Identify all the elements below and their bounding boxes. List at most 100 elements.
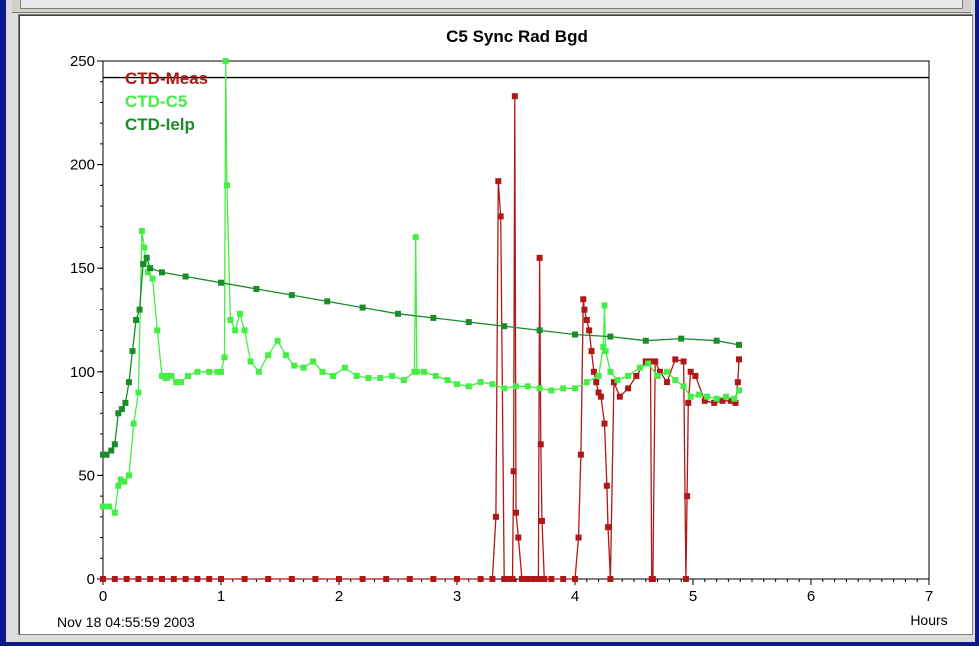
data-point xyxy=(218,279,224,286)
data-point xyxy=(581,306,588,313)
data-point xyxy=(583,317,590,323)
x-tick-label: 6 xyxy=(807,588,815,605)
data-point xyxy=(536,327,543,334)
data-point xyxy=(515,534,522,541)
data-point xyxy=(649,576,656,582)
data-point xyxy=(597,393,604,400)
data-point xyxy=(221,354,228,361)
data-point xyxy=(605,524,612,531)
data-point xyxy=(535,576,542,582)
series-ctd-meas xyxy=(100,93,743,582)
data-point xyxy=(727,397,734,404)
legend-entry: CTD-Ielp xyxy=(125,115,195,134)
data-point xyxy=(432,372,439,379)
data-point xyxy=(664,368,671,375)
data-point xyxy=(253,285,260,292)
data-point xyxy=(684,493,691,500)
data-point xyxy=(108,447,115,454)
data-point xyxy=(184,372,191,379)
top-strip xyxy=(12,0,971,13)
legend-entry: CTD-C5 xyxy=(125,92,187,111)
data-point xyxy=(300,364,307,371)
data-point xyxy=(227,317,234,323)
x-tick-label: 7 xyxy=(925,588,933,605)
data-point xyxy=(430,576,437,582)
data-point xyxy=(454,576,460,582)
data-point xyxy=(123,576,130,582)
data-point xyxy=(194,368,201,375)
data-point xyxy=(265,352,272,359)
data-point xyxy=(130,420,137,427)
data-point xyxy=(489,381,496,388)
data-point xyxy=(140,261,147,268)
start-timestamp: Nov 18 04:55:59 2003 xyxy=(57,614,195,630)
data-point xyxy=(310,358,317,365)
data-point xyxy=(282,352,289,359)
data-point xyxy=(182,576,189,582)
data-point xyxy=(497,213,504,220)
data-point xyxy=(588,348,595,355)
data-point xyxy=(170,576,177,582)
data-point xyxy=(575,534,582,541)
data-point xyxy=(454,381,460,388)
data-point xyxy=(218,368,224,375)
data-point xyxy=(633,372,640,379)
data-point xyxy=(495,178,502,185)
data-point xyxy=(288,576,295,582)
data-point xyxy=(704,393,711,400)
data-point xyxy=(672,377,679,384)
data-point xyxy=(577,451,584,458)
data-point xyxy=(117,476,124,483)
data-point xyxy=(194,576,201,582)
data-point xyxy=(100,503,106,510)
data-point xyxy=(607,576,614,582)
data-point xyxy=(144,269,151,276)
x-tick-label: 1 xyxy=(217,588,225,605)
data-point xyxy=(711,399,718,406)
data-point xyxy=(602,348,609,355)
data-point xyxy=(513,383,519,390)
data-point xyxy=(524,576,531,582)
data-point xyxy=(687,393,694,400)
data-point xyxy=(214,368,221,375)
data-point xyxy=(341,364,348,371)
data-point xyxy=(492,513,499,520)
data-point xyxy=(149,275,156,282)
x-tick-label: 4 xyxy=(571,588,579,605)
data-point xyxy=(100,451,106,458)
chart-panel: C5 Sync Rad Bgd 0 1 2 3 4 5 6 7 0 50 100 150 200 250 … xyxy=(18,14,973,635)
data-point xyxy=(593,379,600,386)
data-point xyxy=(572,576,578,582)
data-point xyxy=(236,310,243,317)
data-point xyxy=(135,576,142,582)
data-point xyxy=(383,576,390,582)
data-point xyxy=(583,379,590,386)
data-point xyxy=(518,576,525,582)
data-point xyxy=(501,576,508,582)
data-point xyxy=(530,576,537,582)
data-point xyxy=(129,348,136,355)
data-point xyxy=(359,576,366,582)
data-point xyxy=(713,337,720,344)
data-point xyxy=(324,298,331,305)
data-point xyxy=(590,368,597,375)
data-point xyxy=(595,372,602,379)
data-point xyxy=(477,576,484,582)
chart-title: C5 Sync Rad Bgd xyxy=(446,27,588,46)
data-point xyxy=(154,327,161,334)
data-point xyxy=(118,406,125,413)
data-point xyxy=(672,356,679,363)
data-point xyxy=(509,576,516,582)
data-point xyxy=(241,576,248,582)
data-point xyxy=(537,441,544,448)
x-axis-label: Hours xyxy=(910,612,947,628)
data-point xyxy=(359,304,366,311)
data-point xyxy=(222,58,229,64)
data-point xyxy=(664,379,671,386)
data-point xyxy=(115,482,122,489)
data-point xyxy=(400,377,407,384)
data-point xyxy=(430,314,437,321)
y-tick-label: 0 xyxy=(87,571,95,588)
data-point xyxy=(103,451,110,458)
data-point xyxy=(389,372,396,379)
